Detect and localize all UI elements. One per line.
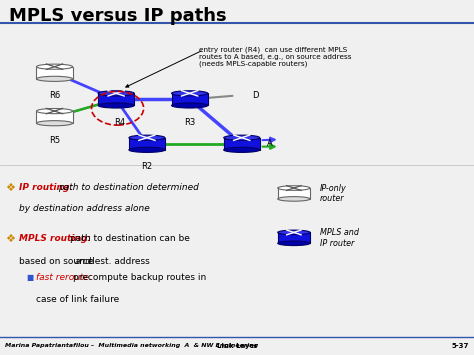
Text: by destination address alone: by destination address alone — [19, 204, 150, 213]
Text: R6: R6 — [49, 91, 60, 100]
Polygon shape — [36, 67, 73, 79]
Ellipse shape — [278, 230, 310, 235]
Ellipse shape — [224, 147, 260, 152]
Polygon shape — [224, 138, 260, 150]
Ellipse shape — [129, 147, 165, 152]
Text: MPLS and
IP router: MPLS and IP router — [320, 228, 359, 247]
Text: R5: R5 — [49, 136, 60, 145]
Text: ■: ■ — [26, 273, 33, 282]
Text: path to destination can be: path to destination can be — [70, 234, 190, 243]
Text: MPLS routing:: MPLS routing: — [19, 234, 91, 243]
Polygon shape — [129, 138, 165, 150]
Ellipse shape — [36, 109, 73, 114]
Polygon shape — [278, 188, 310, 199]
Text: fast reroute:: fast reroute: — [36, 273, 91, 282]
Ellipse shape — [98, 103, 134, 108]
Text: Link Layer: Link Layer — [217, 343, 257, 349]
Ellipse shape — [172, 103, 208, 108]
Text: ❖: ❖ — [5, 234, 15, 244]
Ellipse shape — [36, 121, 73, 126]
Text: and: and — [75, 257, 92, 266]
Ellipse shape — [98, 91, 134, 96]
Text: A: A — [267, 139, 273, 148]
Text: D: D — [252, 91, 258, 100]
Text: R2: R2 — [141, 162, 153, 171]
Ellipse shape — [172, 91, 208, 96]
Text: based on source: based on source — [19, 257, 96, 266]
Ellipse shape — [224, 135, 260, 140]
Text: path to destination determined: path to destination determined — [58, 183, 199, 192]
Text: IP routing:: IP routing: — [19, 183, 73, 192]
Ellipse shape — [36, 64, 73, 69]
Text: IP-only
router: IP-only router — [320, 184, 346, 203]
Text: entry router (R4)  can use different MPLS
routes to A based, e.g., on source add: entry router (R4) can use different MPLS… — [199, 46, 352, 67]
Ellipse shape — [278, 197, 310, 201]
Text: MPLS versus IP paths: MPLS versus IP paths — [9, 7, 226, 25]
Text: R4: R4 — [114, 118, 126, 127]
Polygon shape — [98, 93, 134, 105]
Text: ❖: ❖ — [5, 183, 15, 193]
Text: R3: R3 — [184, 118, 195, 127]
Polygon shape — [278, 233, 310, 243]
Polygon shape — [172, 93, 208, 105]
Text: dest. address: dest. address — [89, 257, 150, 266]
Ellipse shape — [278, 186, 310, 190]
Text: 5-37: 5-37 — [452, 343, 469, 349]
Ellipse shape — [129, 135, 165, 140]
Ellipse shape — [278, 241, 310, 246]
Text: Marina Papatriantafilou –  Multimedia networking  A  & NW Engineering: Marina Papatriantafilou – Multimedia net… — [5, 343, 258, 348]
Text: case of link failure: case of link failure — [36, 295, 119, 304]
Polygon shape — [36, 111, 73, 123]
Ellipse shape — [36, 76, 73, 81]
Text: precompute backup routes in: precompute backup routes in — [73, 273, 206, 282]
